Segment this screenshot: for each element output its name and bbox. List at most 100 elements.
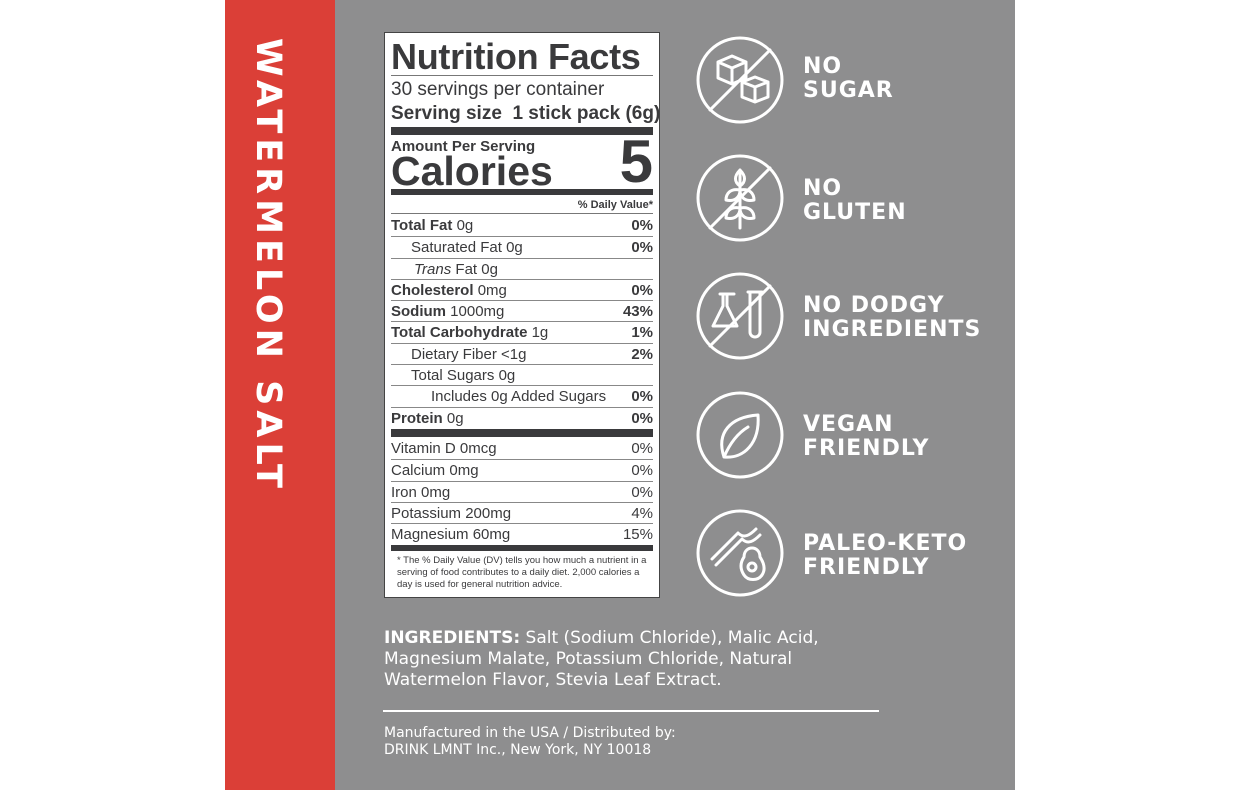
icon-vegan xyxy=(696,391,784,479)
daily-value: 0% xyxy=(631,217,653,234)
label-text: 1g xyxy=(531,324,549,342)
label-text: Total Carbohydrate xyxy=(391,324,528,342)
label-text: 0g xyxy=(498,367,516,385)
vitamin-rows: Vitamin D 0mcg 0% Calcium 0mg 0% Iron 0mg 0… xyxy=(391,438,653,544)
label-text: Total Carbohydrate 1g xyxy=(391,322,548,342)
label-text: Calcium 0mg xyxy=(391,460,479,480)
label-text: 0g xyxy=(481,260,498,278)
nutrient-row: Magnesium 60mg 15% xyxy=(391,523,653,544)
nutrient-row: Sodium 1000mg 43% xyxy=(391,300,653,321)
label-text: Vitamin D 0mcg xyxy=(391,438,497,459)
label-text xyxy=(696,272,784,360)
label-text: 0g xyxy=(506,239,523,257)
daily-value: 1% xyxy=(631,324,653,342)
claim-line2: SUGAR xyxy=(803,78,894,103)
nutrient-row: Protein 0g 0% xyxy=(391,406,653,428)
nutrient-row: Total Sugars 0g xyxy=(391,364,653,385)
serving-size: Serving size 1 stick pack (6g) xyxy=(391,103,660,125)
label-text: 0mg xyxy=(477,281,507,299)
label-text xyxy=(746,561,758,573)
daily-value: 0% xyxy=(631,281,653,299)
nutrition-label: Nutrition Facts 30 servings per containe… xyxy=(384,32,660,598)
footnote: * The % Daily Value (DV) tells you how m… xyxy=(397,555,647,590)
label-text xyxy=(696,509,784,597)
label-text: 0mcg xyxy=(459,440,497,457)
label-text: Total Fat 0g xyxy=(391,215,473,236)
manufacturer-line: Manufactured in the USA / Distributed by… xyxy=(384,725,676,741)
nutrient-row: Cholesterol 0mg 0% xyxy=(391,278,653,300)
nutrient-row: Includes 0g Added Sugars 0% xyxy=(391,385,653,406)
claim-line1: PALEO-KETO xyxy=(803,531,967,556)
label-text: Cholesterol xyxy=(391,281,474,299)
icons xyxy=(696,36,784,597)
daily-value: 0% xyxy=(631,462,653,480)
label-text: 1000mg xyxy=(450,303,505,321)
daily-value: 43% xyxy=(622,303,653,321)
flavor-svg: WATERMELON SALT xyxy=(248,38,288,493)
claim-line2: FRIENDLY xyxy=(803,436,929,461)
serving-size-value: 1 stick pack (6g) xyxy=(512,103,661,124)
divider xyxy=(391,213,653,214)
icon-no-gluten xyxy=(696,154,784,242)
servings: 30 servings per container xyxy=(391,79,605,100)
nutrient-row: Total Fat 0g 0% xyxy=(391,215,653,236)
label-text: 0g xyxy=(446,409,464,427)
daily-value: 0% xyxy=(631,440,653,457)
claim-line2: FRIENDLY xyxy=(803,555,929,580)
label-text: Magnesium 60mg xyxy=(391,524,510,544)
label-text: 0mg xyxy=(421,483,451,501)
label-text: Potassium xyxy=(391,504,462,522)
label-text xyxy=(711,290,764,339)
label-text: 60mg xyxy=(472,526,511,544)
manufacturer-line: DRINK LMNT Inc., New York, NY 10018 xyxy=(384,742,652,758)
daily-value: 4% xyxy=(631,504,653,522)
label-text xyxy=(739,546,766,581)
label-text: Iron xyxy=(391,483,417,501)
label-text: Sodium 1000mg xyxy=(391,301,504,321)
serving-size-label: Serving size xyxy=(391,103,502,124)
label-text xyxy=(696,154,784,242)
label-text: Trans Fat 0g xyxy=(391,259,498,279)
claim-line1: NO xyxy=(803,176,842,201)
nutrient-rows: Total Fat 0g 0% Saturated Fat 0g 0% Trans … xyxy=(391,215,653,428)
label-text: Total Sugars xyxy=(411,367,495,385)
ingredients-label: INGREDIENTS: xyxy=(384,628,521,648)
label-text: Trans xyxy=(414,260,452,278)
claim-line2: GLUTEN xyxy=(803,200,907,225)
label-text xyxy=(740,75,770,104)
label-text: Sodium xyxy=(391,303,446,321)
icon-no-sugar xyxy=(696,36,784,124)
label-text: Total Fat xyxy=(391,217,453,234)
label-text: Includes 0g Added Sugars xyxy=(431,388,607,406)
daily-value: 15% xyxy=(622,526,653,544)
nutrient-row: Iron 0mg 0% xyxy=(391,480,653,502)
label-text: <1g xyxy=(501,345,527,363)
divider xyxy=(391,189,653,195)
claim-line2: INGREDIENTS xyxy=(803,317,981,342)
nutrition-title: Nutrition Facts xyxy=(391,36,641,77)
nutrient-row: Vitamin D 0mcg 0% xyxy=(391,438,653,459)
label-text: Fat xyxy=(455,260,478,278)
label-text: Protein xyxy=(391,409,443,427)
label-text: Saturated Fat xyxy=(411,239,502,257)
nutrient-row: Trans Fat 0g xyxy=(391,257,653,279)
calories-label: Calories xyxy=(391,148,553,194)
icon-no-dodgy xyxy=(696,272,784,360)
label-text: Total Sugars 0g xyxy=(391,365,515,385)
ingredients-text: Salt (Sodium Chloride), Malic Acid, Magn… xyxy=(384,628,819,690)
label-text: 200mg xyxy=(465,504,512,522)
daily-value: 0% xyxy=(631,239,653,257)
label-text: 0mg xyxy=(449,462,479,480)
daily-value: 0% xyxy=(631,409,653,427)
divider xyxy=(391,75,653,76)
label-text xyxy=(708,284,772,348)
label-text: 0g xyxy=(456,217,474,234)
amount-per-serving: Amount Per Serving xyxy=(391,138,536,155)
icon-paleo-keto xyxy=(696,509,784,597)
label-text: Magnesium xyxy=(391,526,469,544)
label-text: Saturated Fat 0g xyxy=(391,237,523,257)
flavor-band: WATERMELON SALT xyxy=(225,0,335,790)
daily-value: 0% xyxy=(631,388,653,406)
